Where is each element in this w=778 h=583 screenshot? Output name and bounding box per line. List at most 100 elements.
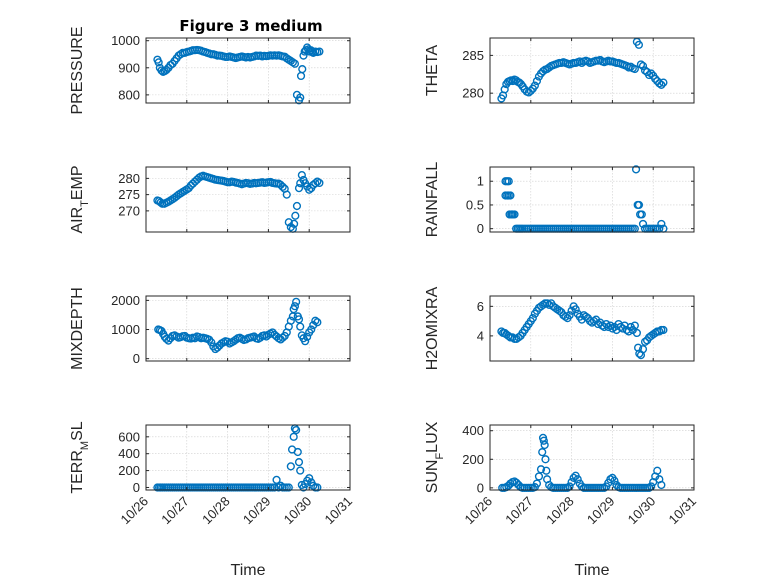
y-tick-label: 1000 (111, 322, 140, 337)
data-point (538, 67, 548, 76)
data-point (514, 333, 523, 342)
data-point (292, 425, 301, 435)
series-mixdepth (154, 297, 322, 354)
data-point (534, 472, 544, 481)
subplot-rainfall: 0 0.5 1 RAINFALL (424, 162, 695, 238)
data-point (539, 436, 548, 445)
data-point (655, 327, 664, 336)
data-point (532, 76, 542, 86)
x-axis-label: Time (231, 562, 266, 579)
data-point (540, 440, 549, 450)
subplot-sun-flux: 0 200 400 SUNFLUX 10/26 10/27 10/28 10/29 10/30 1… (424, 421, 699, 579)
data-point (581, 312, 590, 321)
data-point (632, 328, 641, 338)
data-point (296, 93, 305, 102)
subplot-mixdepth: 0 1000 2000 MIXDEPTH (69, 287, 351, 370)
data-point (157, 66, 166, 75)
data-point (608, 324, 617, 333)
series-h2omixra (497, 299, 668, 360)
data-point (290, 59, 300, 68)
data-point (291, 211, 300, 220)
data-point (286, 462, 295, 471)
data-point (268, 328, 277, 337)
data-point (296, 322, 305, 331)
data-point (297, 171, 306, 180)
y-axis-label: SUNFLUX (424, 421, 446, 493)
data-point (311, 179, 320, 188)
figure-title: Figure 3 medium (179, 17, 322, 35)
data-point (293, 447, 302, 457)
series-sun-flux (498, 433, 666, 492)
data-point (305, 185, 314, 194)
data-point (284, 218, 293, 227)
y-axis-label: PRESSURE (69, 26, 86, 114)
x-tick-label: 10/31 (666, 494, 700, 528)
data-point (659, 325, 668, 335)
data-point (307, 325, 316, 334)
data-point (659, 78, 668, 87)
y-tick-label: 1000 (111, 33, 140, 48)
x-tick-label: 10/29 (584, 494, 618, 528)
x-tick-label: 10/26 (462, 494, 496, 528)
data-point (506, 191, 515, 200)
data-point (290, 219, 299, 228)
y-tick-label: 0 (477, 221, 484, 236)
data-point (647, 69, 656, 78)
y-tick-label: 4 (477, 328, 484, 343)
data-point (282, 190, 291, 199)
subplot-pressure: 800 900 1000 PRESSURE (69, 26, 351, 115)
axes-frame (489, 295, 695, 362)
y-tick-label: 0 (133, 480, 140, 495)
data-point (315, 178, 324, 188)
data-point (657, 219, 666, 229)
y-axis-label: MIXDEPTH (69, 287, 86, 370)
y-tick-label: 0.5 (466, 197, 484, 212)
series-rainfall (501, 165, 668, 233)
data-point (569, 473, 578, 482)
data-point (638, 61, 648, 71)
axes-frame (145, 424, 351, 491)
data-point (292, 201, 302, 211)
y-tick-label: 6 (477, 299, 484, 314)
y-axis-label: RAINFALL (424, 162, 441, 238)
data-point (313, 483, 322, 492)
data-point (561, 312, 570, 321)
data-point (298, 65, 307, 74)
data-point (630, 64, 639, 74)
data-point (290, 302, 300, 311)
y-axis-label: TERRMSL (69, 421, 91, 493)
data-point (292, 297, 301, 306)
data-point (634, 343, 643, 352)
y-tick-label: 800 (118, 87, 140, 102)
data-point (653, 466, 662, 475)
data-point (651, 74, 660, 83)
data-point (634, 40, 644, 49)
data-point (634, 200, 644, 210)
y-tick-label: 285 (462, 48, 484, 63)
data-point (630, 321, 639, 330)
data-point (600, 483, 609, 492)
y-tick-label: 900 (118, 60, 140, 75)
y-tick-label: 200 (118, 463, 140, 478)
data-point (530, 81, 539, 90)
data-point (655, 79, 664, 88)
x-tick-label: 10/30 (281, 494, 315, 528)
data-point (563, 483, 572, 492)
data-point (164, 336, 173, 345)
data-point (555, 306, 564, 315)
y-tick-label: 200 (462, 452, 484, 467)
axes-frame (145, 166, 351, 233)
data-point (541, 455, 550, 464)
axes-frame (145, 37, 351, 104)
y-tick-label: 280 (118, 171, 140, 186)
y-axis-label: THETA (424, 45, 441, 97)
data-point (645, 70, 654, 80)
data-point (512, 478, 521, 487)
data-point (311, 316, 320, 325)
data-point (162, 65, 171, 75)
data-point (645, 483, 654, 492)
axes-frame (145, 295, 351, 362)
y-tick-label: 275 (118, 187, 140, 202)
